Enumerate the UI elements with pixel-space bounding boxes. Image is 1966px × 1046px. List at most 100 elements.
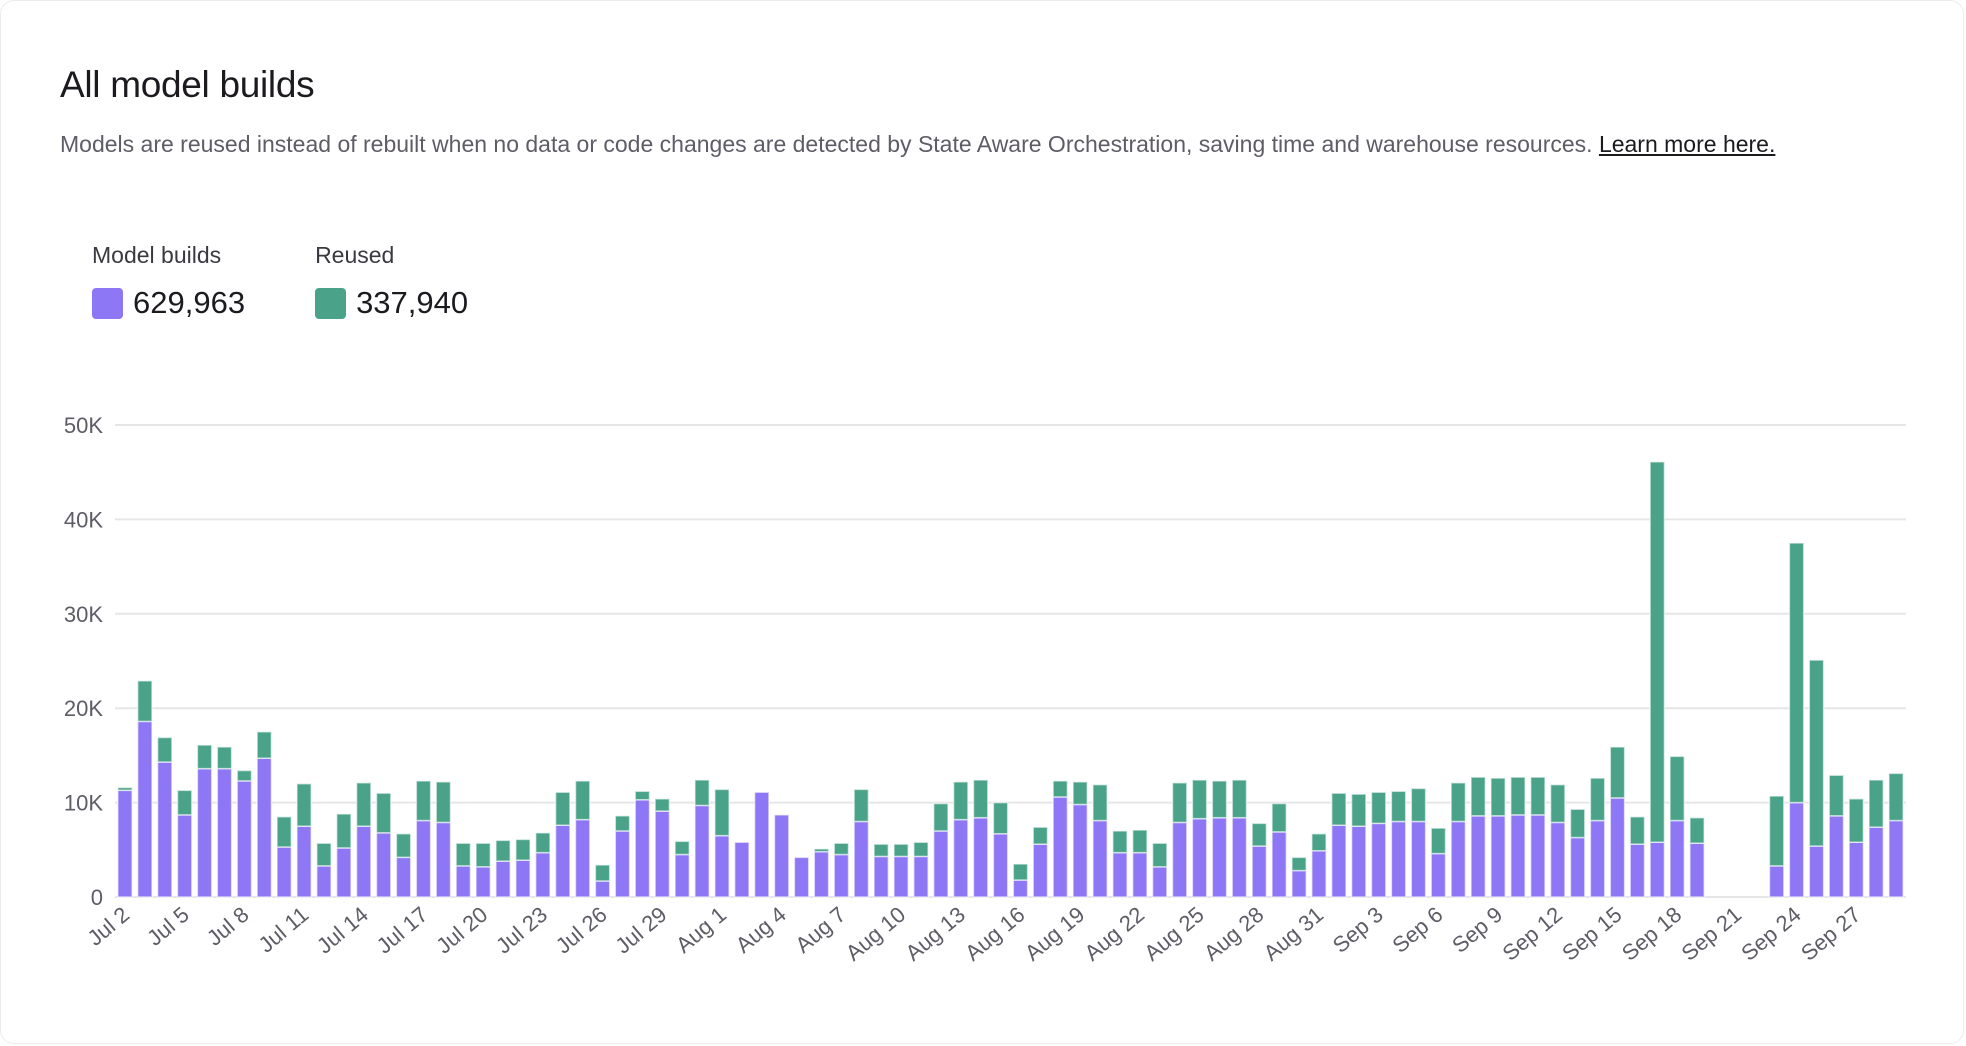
bar-model-builds [1888,819,1904,898]
description: Models are reused instead of rebuilt whe… [60,128,1890,160]
x-tick-label: Jul 26 [551,902,612,959]
bar-model-builds [1669,819,1686,898]
bar-model-builds [932,830,949,898]
bar-model-builds [395,856,412,898]
bar-model-builds [216,767,233,898]
y-tick-label: 10K [64,791,103,816]
legend-item-reused: Reused 337,940 [315,242,468,321]
x-tick-label: Jul 29 [610,902,671,959]
bar-reused [1768,795,1785,867]
bar-reused [534,832,551,854]
bar-model-builds [316,865,332,898]
bar-reused [554,791,571,827]
bar-reused [813,848,830,853]
legend-item-model-builds: Model builds 629,963 [92,242,245,321]
bar-reused [873,843,890,858]
x-tick-label: Aug 31 [1259,902,1328,966]
bar-model-builds [992,833,1009,898]
bar-model-builds [554,824,571,898]
bar-reused [913,841,929,858]
bar-model-builds [714,834,730,898]
x-tick-label: Jul 14 [312,902,373,959]
bar-reused [375,792,392,834]
bar-model-builds [674,853,691,898]
bar-reused [1271,802,1288,833]
bar-reused [355,782,372,827]
bar-reused [1072,781,1089,806]
bar-model-builds [1490,815,1506,898]
bar-reused [435,781,452,824]
bar-model-builds [415,819,432,898]
bar-reused [1529,776,1546,816]
bar-model-builds [1808,845,1825,898]
bar-model-builds [614,830,631,898]
bar-reused [296,782,312,827]
x-tick-label: Jul 5 [142,902,194,951]
bar-reused [1370,791,1387,825]
bar-model-builds [574,818,591,898]
x-tick-label: Aug 16 [960,902,1029,966]
bar-reused [176,789,193,816]
bar-model-builds [833,853,850,898]
description-text: Models are reused instead of rebuilt whe… [60,131,1599,157]
bar-reused [256,731,273,759]
bar-reused [1848,798,1865,843]
bar-reused [674,840,691,856]
bar-reused [1092,783,1108,822]
bar-reused [156,736,173,763]
bar-reused [1669,755,1686,822]
bar-model-builds [1529,814,1546,898]
x-tick-label: Jul 20 [431,902,492,959]
bar-model-builds [893,855,909,898]
bar-reused [216,746,233,770]
bar-reused [1231,779,1248,819]
x-tick-label: Sep 24 [1736,902,1805,966]
bar-model-builds [1868,826,1885,898]
bar-reused [1649,461,1666,843]
bar-model-builds [1311,849,1327,898]
bar-model-builds [694,804,710,898]
bar-reused [992,801,1009,835]
bar-model-builds [913,855,929,898]
bar-model-builds [1510,814,1526,898]
bar-reused [515,838,531,861]
bar-model-builds [335,847,352,898]
bar-model-builds [1350,825,1367,898]
bar-reused [1609,746,1626,799]
bar-model-builds [1052,796,1069,898]
bar-reused [574,780,591,821]
bar-reused [1689,816,1705,844]
x-tick-label: Aug 19 [1020,902,1089,966]
bar-model-builds [1330,824,1347,898]
y-tick-label: 50K [64,413,103,438]
bar-model-builds [1231,816,1248,898]
bar-model-builds [355,825,372,898]
bar-reused [1032,826,1049,845]
bar-reused [694,779,710,807]
bar-reused [893,843,909,858]
x-tick-label: Sep 6 [1387,902,1447,958]
bar-reused [833,842,850,856]
bar-model-builds [733,841,750,898]
bar-model-builds [1450,820,1467,898]
bar-model-builds [1370,822,1387,898]
x-tick-label: Sep 12 [1497,902,1566,966]
x-tick-label: Sep 9 [1447,902,1507,958]
learn-more-link[interactable]: Learn more here. [1598,131,1776,157]
x-tick-label: Aug 10 [841,902,910,966]
bar-model-builds [1629,843,1646,898]
bar-model-builds [972,816,989,898]
bar-reused [1450,782,1467,823]
bar-model-builds [1151,866,1168,898]
bar-reused [475,842,492,868]
bar-model-builds [1768,865,1785,898]
bar-reused [276,816,293,848]
y-tick-label: 30K [64,602,103,627]
bar-model-builds [1589,819,1606,898]
bar-reused [1569,808,1586,839]
legend: Model builds 629,963 Reused 337,940 [92,242,468,321]
x-tick-label: Jul 17 [372,902,433,959]
bar-model-builds [873,855,890,898]
